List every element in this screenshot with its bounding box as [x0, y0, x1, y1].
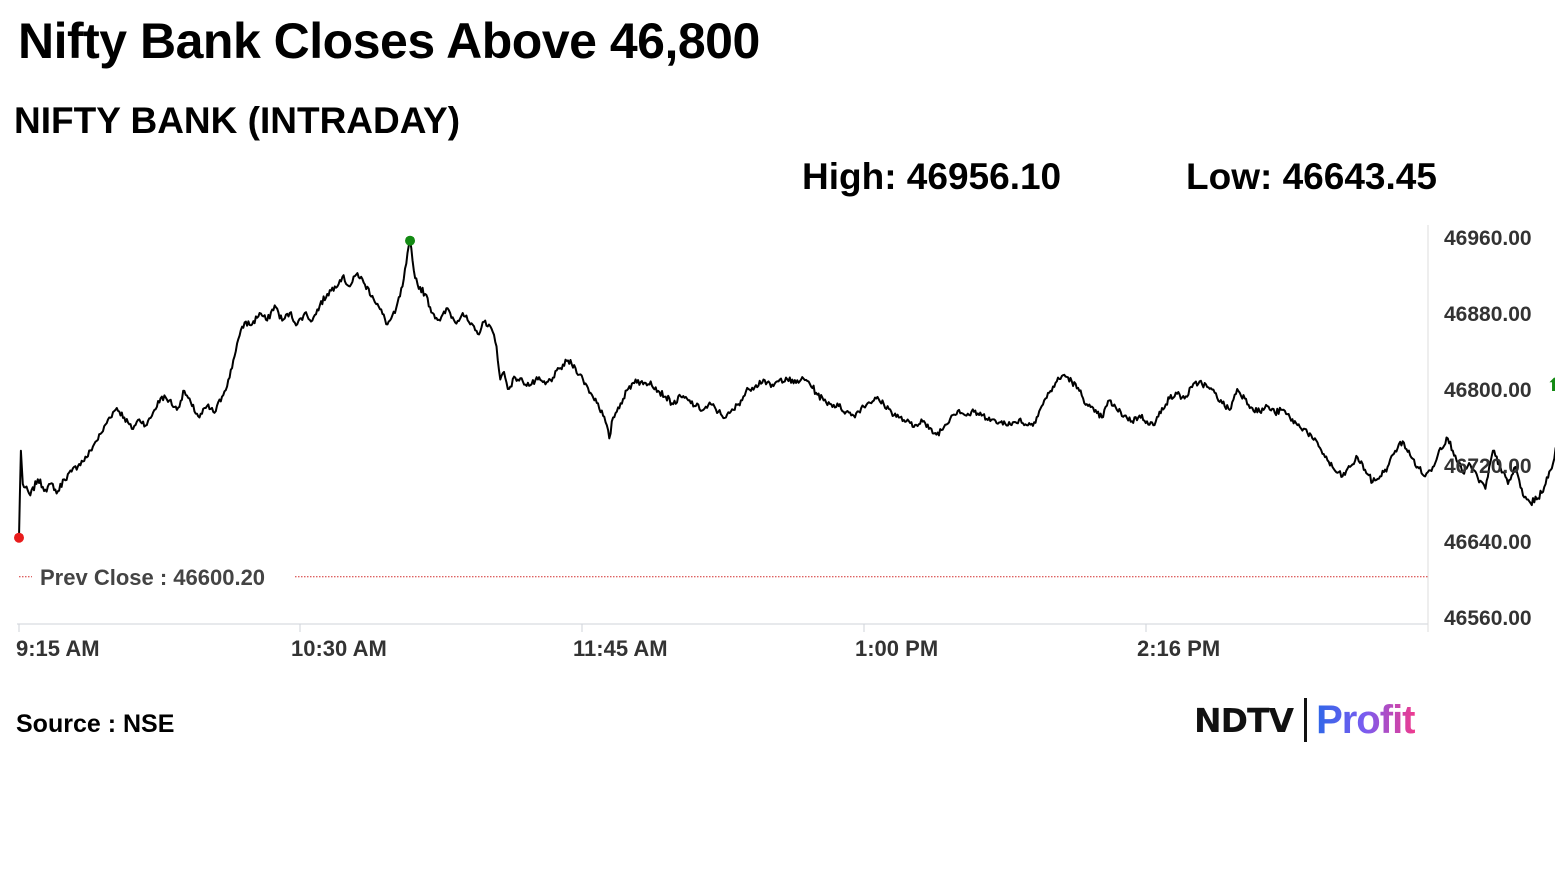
high-marker: [405, 235, 416, 246]
chart-subtitle: NIFTY BANK (INTRADAY): [14, 100, 461, 141]
y-tick-label: 46560.00: [1444, 607, 1532, 630]
source-label: Source : NSE: [16, 710, 175, 738]
x-tick-label: 10:30 AM: [291, 636, 387, 661]
y-tick-label: 46880.00: [1444, 303, 1532, 326]
chart-axes: [17, 225, 1429, 632]
low-stat: Low: 46643.45: [1186, 156, 1437, 197]
price-line: [18, 239, 1555, 538]
chart-plot-area: [14, 235, 1555, 591]
y-tick-label: 46640.00: [1444, 531, 1532, 554]
change-percent-label: ⬆ 0.54%: [1547, 375, 1555, 396]
prev-close-label-bg: [32, 562, 294, 591]
x-tick-label: 11:45 AM: [573, 636, 668, 661]
prev-close-label: Prev Close : 46600.20: [40, 565, 265, 590]
chart-labels: 9:15 AM 10:30 AM 11:45 AM 1:00 PM 2:16 PM 469…: [16, 227, 1555, 661]
low-marker: [14, 532, 24, 543]
high-stat: High: 46956.10: [802, 156, 1062, 197]
brand-profit-text: Profit: [1316, 697, 1415, 742]
y-tick-label: 46960.00: [1444, 227, 1532, 250]
y-tick-label: 46720.00: [1444, 455, 1532, 478]
x-tick-label: 2:16 PM: [1137, 636, 1220, 661]
headline: Nifty Bank Closes Above 46,800: [18, 13, 760, 69]
brand-divider: [1304, 698, 1308, 742]
x-tick-label: 9:15 AM: [16, 636, 100, 661]
ndtv-profit-logo: NDTV Profit: [1194, 696, 1416, 744]
brand-ndtv-text: NDTV: [1194, 700, 1294, 740]
y-tick-label: 46800.00: [1444, 379, 1532, 402]
x-tick-label: 1:00 PM: [855, 636, 938, 661]
